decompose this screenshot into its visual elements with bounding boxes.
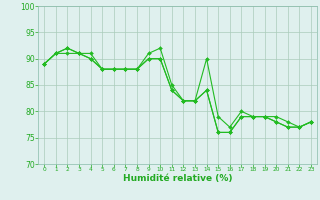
X-axis label: Humidité relative (%): Humidité relative (%) — [123, 174, 232, 183]
